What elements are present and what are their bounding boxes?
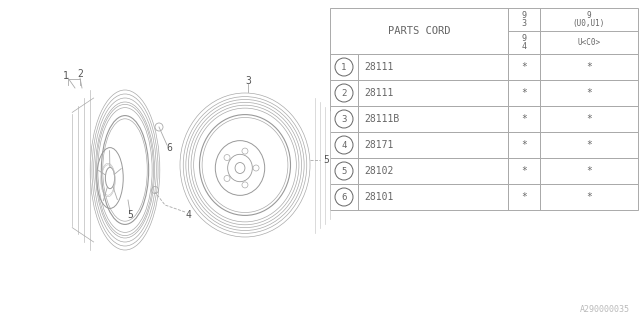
Text: *: *	[586, 114, 592, 124]
Text: 3: 3	[341, 115, 347, 124]
Text: *: *	[521, 88, 527, 98]
Text: PARTS CORD: PARTS CORD	[388, 26, 451, 36]
Text: 6: 6	[341, 193, 347, 202]
Text: *: *	[586, 192, 592, 202]
Text: 28102: 28102	[364, 166, 394, 176]
Text: 3: 3	[245, 76, 251, 86]
Text: U<C0>: U<C0>	[577, 38, 600, 47]
Bar	[330, 158, 358, 184]
Text: *: *	[521, 166, 527, 176]
Bar	[508, 132, 540, 158]
Bar	[508, 8, 540, 54]
Text: *: *	[586, 140, 592, 150]
Bar	[358, 54, 508, 80]
Text: 9
4: 9 4	[522, 34, 527, 51]
Bar	[508, 54, 540, 80]
Text: *: *	[586, 88, 592, 98]
Text: 28111: 28111	[364, 62, 394, 72]
Text: *: *	[521, 140, 527, 150]
Text: *: *	[586, 166, 592, 176]
Bar	[330, 132, 358, 158]
Text: *: *	[521, 62, 527, 72]
Bar	[540, 158, 638, 184]
Text: *: *	[521, 114, 527, 124]
Text: *: *	[521, 192, 527, 202]
Bar	[330, 106, 358, 132]
Bar	[358, 80, 508, 106]
Text: 6: 6	[166, 143, 172, 153]
Text: 28111: 28111	[364, 88, 394, 98]
Text: 1: 1	[63, 71, 69, 81]
Text: 9
3: 9 3	[522, 11, 527, 28]
Text: 1: 1	[341, 62, 347, 71]
Text: A290000035: A290000035	[580, 305, 630, 314]
Text: 28171: 28171	[364, 140, 394, 150]
Bar	[540, 106, 638, 132]
Bar	[330, 80, 358, 106]
Text: 4: 4	[341, 140, 347, 149]
Text: 9
(U0,U1): 9 (U0,U1)	[573, 11, 605, 28]
Bar	[508, 158, 540, 184]
Bar	[508, 106, 540, 132]
Bar	[508, 80, 540, 106]
Text: 5: 5	[127, 210, 133, 220]
Bar	[330, 8, 508, 54]
Bar	[540, 132, 638, 158]
Text: 5: 5	[341, 166, 347, 175]
Bar	[358, 158, 508, 184]
Text: 2: 2	[77, 69, 83, 79]
Bar	[358, 184, 508, 210]
Text: 28101: 28101	[364, 192, 394, 202]
Bar	[358, 132, 508, 158]
Bar	[540, 8, 638, 54]
Text: 28111B: 28111B	[364, 114, 399, 124]
Text: 4: 4	[185, 210, 191, 220]
Bar	[540, 80, 638, 106]
Text: 5: 5	[323, 155, 329, 165]
Bar	[540, 184, 638, 210]
Bar	[358, 106, 508, 132]
Bar	[330, 54, 358, 80]
Bar	[508, 184, 540, 210]
Text: *: *	[586, 62, 592, 72]
Text: 2: 2	[341, 89, 347, 98]
Bar	[540, 54, 638, 80]
Bar	[330, 184, 358, 210]
